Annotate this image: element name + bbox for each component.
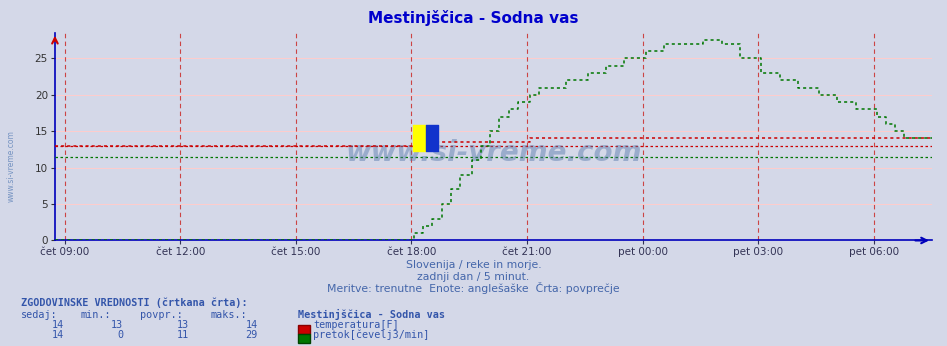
Text: pretok[čevelj3/min]: pretok[čevelj3/min] [313,329,430,340]
Text: 14: 14 [245,320,258,330]
Text: temperatura[F]: temperatura[F] [313,320,400,330]
Text: Mestinjščica - Sodna vas: Mestinjščica - Sodna vas [368,10,579,26]
Text: Slovenija / reke in morje.: Slovenija / reke in morje. [405,260,542,270]
Text: ZGODOVINSKE VREDNOSTI (črtkana črta):: ZGODOVINSKE VREDNOSTI (črtkana črta): [21,298,247,308]
Text: Mestinjščica - Sodna vas: Mestinjščica - Sodna vas [298,309,445,320]
Text: Meritve: trenutne  Enote: anglešaške  Črta: povprečje: Meritve: trenutne Enote: anglešaške Črta… [327,282,620,294]
Text: 14: 14 [52,330,64,340]
Text: sedaj:: sedaj: [21,310,58,320]
Text: 29: 29 [245,330,258,340]
Text: www.si-vreme.com: www.si-vreme.com [7,130,16,202]
Text: min.:: min.: [80,310,111,320]
Text: zadnji dan / 5 minut.: zadnji dan / 5 minut. [418,272,529,282]
Text: 11: 11 [177,330,189,340]
Text: povpr.:: povpr.: [140,310,183,320]
Text: 13: 13 [177,320,189,330]
Text: 0: 0 [117,330,123,340]
Text: maks.:: maks.: [210,310,247,320]
Text: www.si-vreme.com: www.si-vreme.com [345,139,642,167]
Text: 14: 14 [52,320,64,330]
Text: 13: 13 [111,320,123,330]
